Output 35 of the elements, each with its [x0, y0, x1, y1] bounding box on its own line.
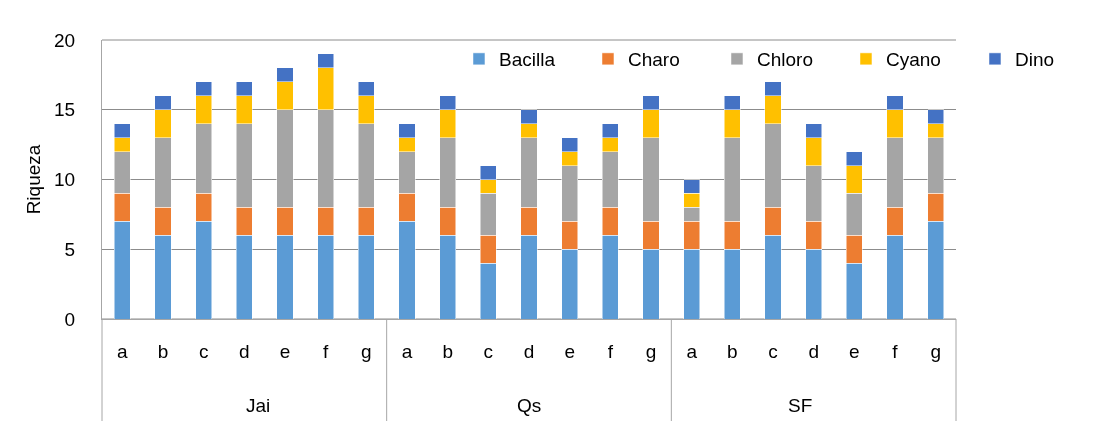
text: SF: [788, 395, 813, 416]
x-tick-label: g: [645, 340, 657, 362]
y-tick-label: 10: [54, 169, 76, 191]
x-tick-label: f: [607, 340, 614, 362]
x-tick-label: f: [892, 340, 899, 362]
y-tick-label: 20: [54, 29, 76, 51]
x-tick-label: c: [768, 340, 778, 362]
x-tick-label: a: [686, 340, 698, 362]
x-tick-label: b: [727, 340, 738, 362]
legend-label: Charo: [627, 49, 680, 71]
x-tick-label: b: [157, 340, 169, 362]
x-tick-label: d: [808, 340, 819, 362]
x-tick-label: a: [117, 340, 129, 362]
x-tick-label: e: [849, 340, 860, 362]
legend-label: Bacilla: [498, 49, 556, 71]
y-tick-label: 0: [64, 308, 76, 330]
x-tick-label: g: [361, 340, 372, 362]
y-axis-title: Riqueza: [22, 144, 44, 215]
x-tick-label: d: [523, 340, 535, 362]
legend-label: Dino: [1014, 49, 1055, 71]
x-tick-label: e: [564, 340, 575, 362]
x-tick-label: d: [239, 340, 250, 362]
y-tick-label: 15: [54, 99, 76, 121]
text: Qs: [517, 395, 542, 416]
x-tick-label: c: [198, 340, 209, 362]
text: Jai: [246, 395, 271, 416]
legend-label: Cyano: [885, 49, 941, 71]
x-tick-label: g: [930, 340, 941, 362]
x-tick-label: a: [401, 340, 413, 362]
x-tick-label: e: [279, 340, 291, 362]
x-tick-label: c: [483, 340, 494, 362]
y-tick-label: 5: [64, 238, 76, 260]
legend-label: Chloro: [756, 49, 813, 71]
x-tick-label: b: [442, 340, 453, 362]
x-tick-label: f: [323, 340, 330, 362]
